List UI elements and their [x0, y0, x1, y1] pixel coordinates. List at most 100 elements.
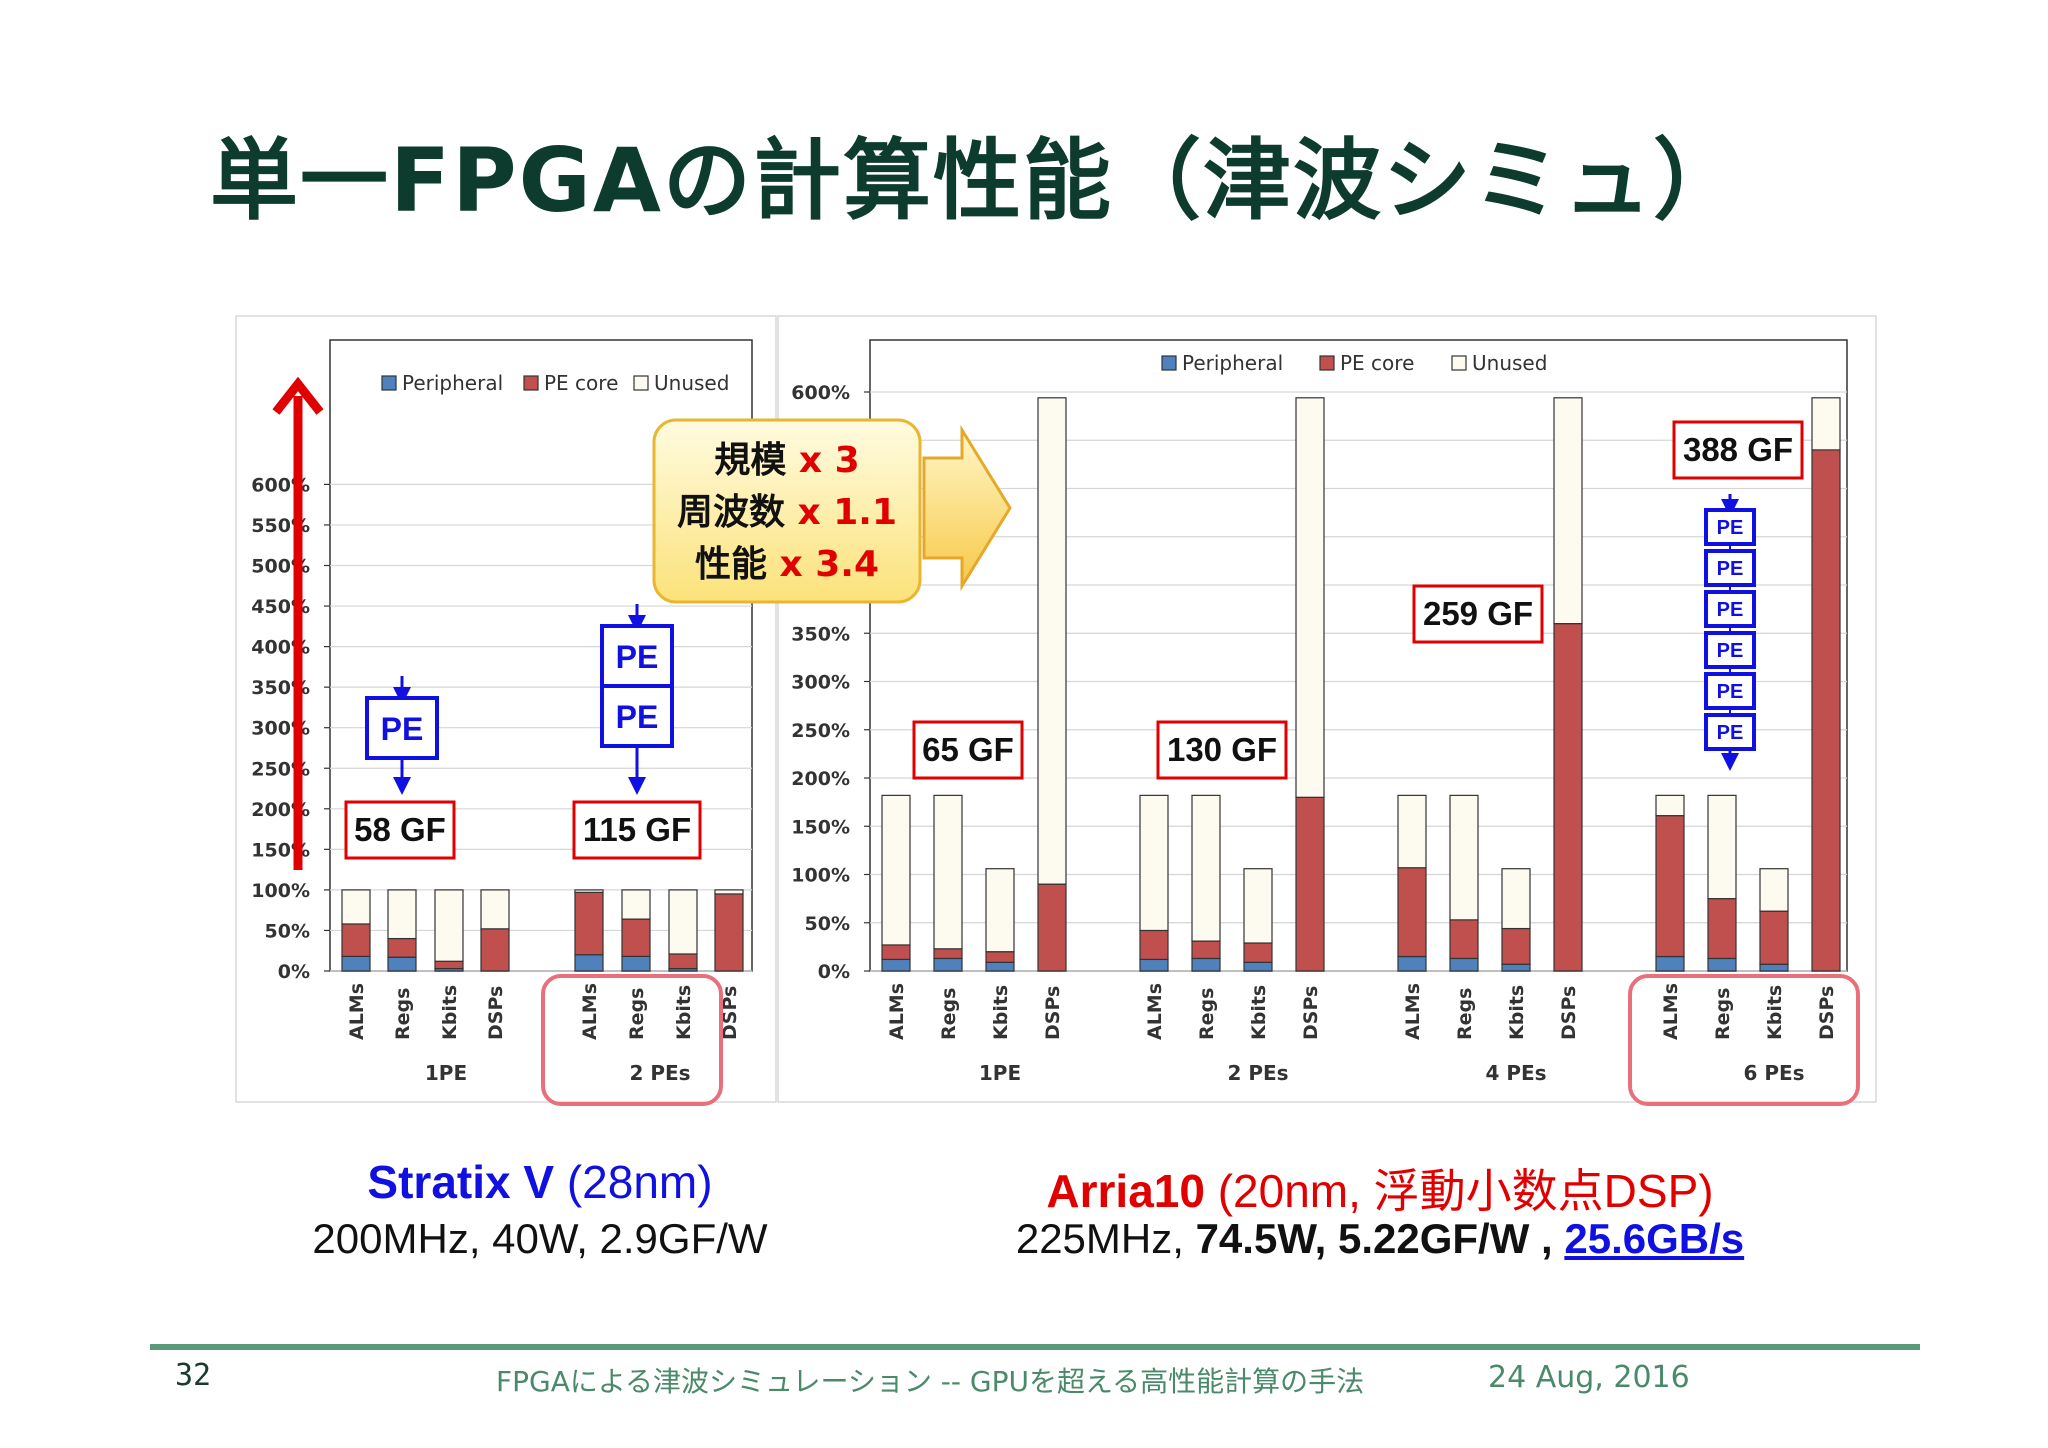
arria-category-label: ALMs: [1144, 983, 1166, 1040]
arria-category-label: Kbits: [1764, 985, 1786, 1040]
arria-category-label: DSPs: [1042, 986, 1064, 1040]
stratix-bar-peripheral: [341, 955, 371, 972]
arria-legend-swatch-1: [1161, 355, 1177, 371]
arria-group-label: 1PE: [979, 1061, 1021, 1085]
arria-performance-box: [1672, 420, 1804, 480]
arria-bar-pe-core: [1655, 815, 1685, 958]
arria-performance-box: [912, 720, 1024, 780]
stratix-performance-label: 58 GF: [354, 811, 446, 848]
arria-bar-peripheral: [1397, 955, 1427, 972]
arria-ytick-label: 0%: [818, 961, 850, 983]
arria-bar-unused: [1707, 794, 1737, 900]
arria-bar-pe-core: [1811, 449, 1841, 972]
stratix-bar-pe-core: [341, 923, 371, 958]
arria-bar-pe-core: [1449, 919, 1479, 960]
arria-category-label: DSPs: [1558, 986, 1580, 1040]
arria-bar-unused: [933, 794, 963, 950]
stratix-bar-unused: [668, 889, 698, 955]
stratix-name: Stratix V: [367, 1156, 555, 1208]
arria-caption-title: Arria10 (20nm, 浮動小数点DSP): [880, 1155, 1880, 1221]
arria-bar-pe-core: [1037, 883, 1067, 972]
stratix-performance-box: [572, 800, 702, 860]
arria-ytick-label: 600%: [791, 382, 850, 404]
arria-bar-peripheral: [1191, 957, 1221, 972]
arria-pe-label: PE: [1717, 681, 1744, 703]
stratix-category-label: ALMs: [579, 983, 601, 1040]
stratix-bar-unused: [714, 889, 744, 895]
arria-bar-peripheral: [1449, 957, 1479, 972]
arria-bar-unused: [1553, 397, 1583, 625]
arria-bandwidth-link[interactable]: 25.6GB/s: [1564, 1215, 1745, 1262]
stratix-legend-label: PE core: [544, 371, 618, 395]
arria-process: (20nm, 浮動小数点DSP): [1217, 1165, 1714, 1217]
stratix-category-label: Regs: [626, 988, 648, 1040]
arria-bar-unused: [1243, 868, 1273, 944]
arria-bar-unused: [985, 868, 1015, 953]
arria-specs-plain: 225MHz,: [1015, 1215, 1196, 1262]
arria-bar-peripheral: [1243, 961, 1273, 972]
arria-pe-label: PE: [1717, 722, 1744, 744]
arria-category-label: Kbits: [990, 985, 1012, 1040]
arria-performance-label: 130 GF: [1167, 731, 1277, 768]
arria-bar-pe-core: [1139, 929, 1169, 961]
arria-bar-pe-core: [881, 944, 911, 961]
arria-bar-unused: [881, 794, 911, 946]
footer-divider: [150, 1344, 1920, 1350]
stratix-bar-pe-core: [668, 953, 698, 970]
arria-bar-pe-core: [1501, 927, 1531, 965]
callout-box: [652, 418, 922, 604]
arria-legend-swatch-3: [1451, 355, 1467, 371]
arria-bar-pe-core: [1759, 910, 1789, 965]
footer-text: FPGAによる津波シミュレーション -- GPUを超える高性能計算の手法: [496, 1365, 1365, 1398]
arria-pe-block: [1704, 549, 1756, 587]
arria-bar-unused: [1397, 794, 1427, 869]
arria-legend-label: Unused: [1472, 351, 1547, 375]
stratix-category-label: DSPs: [485, 986, 507, 1040]
arria-bar-peripheral: [933, 957, 963, 972]
arria-category-label: ALMs: [1402, 983, 1424, 1040]
stratix-bar-unused: [387, 889, 417, 940]
callout-line: 周波数 x 1.1: [677, 492, 897, 533]
arria-performance-box: [1156, 720, 1288, 780]
arria-ytick-label: 150%: [791, 816, 850, 838]
arria-bar-peripheral: [1501, 963, 1531, 972]
arria-group-label: 6 PEs: [1743, 1061, 1804, 1085]
stratix-pe-label: PE: [616, 699, 659, 735]
arria-category-label: Kbits: [1506, 985, 1528, 1040]
stratix-ytick-label: 50%: [265, 920, 310, 942]
arria-category-label: Regs: [938, 988, 960, 1040]
stratix-bar-peripheral: [387, 956, 417, 972]
arria-ytick-label: 100%: [791, 865, 850, 887]
stratix-bar-unused: [480, 889, 510, 930]
callout-line: 規模 x 3: [714, 440, 859, 481]
stratix-pe-label: PE: [381, 711, 424, 747]
stratix-performance-label: 115 GF: [583, 811, 691, 848]
arria-performance-label: 259 GF: [1423, 595, 1533, 632]
arria-bar-unused: [1037, 397, 1067, 885]
arria-category-label: ALMs: [886, 983, 908, 1040]
arria-group-label: 4 PEs: [1485, 1061, 1546, 1085]
arria-category-label: DSPs: [1816, 986, 1838, 1040]
arria-pe-label: PE: [1717, 558, 1744, 580]
arria-category-label: Kbits: [1248, 985, 1270, 1040]
arria-legend-label: Peripheral: [1182, 351, 1283, 375]
stratix-category-label: Kbits: [439, 985, 461, 1040]
arria-bar-unused: [1811, 397, 1841, 451]
stratix-legend-swatch-3: [633, 375, 649, 391]
arria-performance-box: [1412, 584, 1544, 644]
stratix-group-label: 1PE: [425, 1061, 467, 1085]
arria-category-label: Regs: [1196, 988, 1218, 1040]
arria-ytick-label: 300%: [791, 672, 850, 694]
stratix-category-label: Kbits: [673, 985, 695, 1040]
stratix-legend-label: Peripheral: [402, 371, 503, 395]
stratix-bar-pe-core: [480, 928, 510, 972]
arria-bar-peripheral: [1707, 957, 1737, 972]
stratix-pe-label: PE: [616, 639, 659, 675]
stratix-category-label: Regs: [392, 988, 414, 1040]
arria-specs: 225MHz, 74.5W, 5.22GF/W , 25.6GB/s: [880, 1215, 1880, 1263]
arria-pe-block: [1704, 508, 1756, 546]
callout-label: 規模: [714, 440, 799, 481]
stratix-bar-peripheral: [574, 954, 604, 972]
arria-name: Arria10: [1046, 1165, 1205, 1217]
